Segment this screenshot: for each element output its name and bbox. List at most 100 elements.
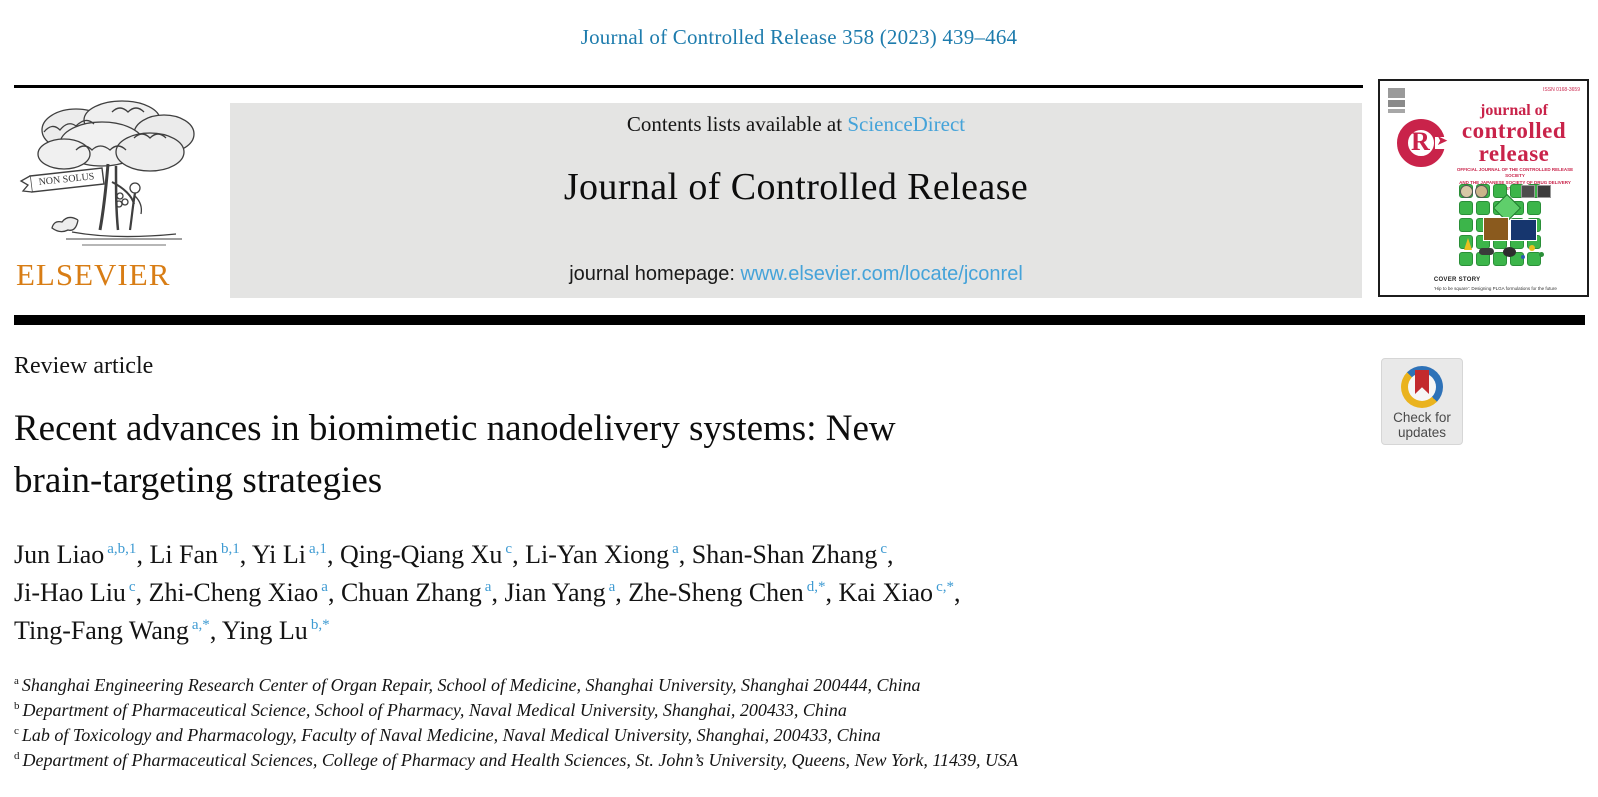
contents-prefix: Contents lists available at: [626, 112, 848, 136]
author-affiliation-sup: b,*: [310, 617, 330, 634]
cover-grid-cell: [1459, 252, 1473, 266]
contents-line: Contents lists available at ScienceDirec…: [230, 112, 1362, 137]
author-separator: ,: [825, 578, 839, 607]
cover-grid-cell: [1493, 252, 1507, 266]
affiliation: c Lab of Toxicology and Pharmacology, Fac…: [14, 723, 1314, 748]
check-for-updates-badge[interactable]: Check for updates: [1381, 358, 1463, 445]
bookmark-icon: [1415, 370, 1429, 394]
author-affiliation-sup: c: [128, 579, 136, 596]
author-affiliation-sup: a: [321, 579, 328, 596]
author-separator: ,: [887, 540, 894, 569]
journal-banner: Contents lists available at ScienceDirec…: [230, 103, 1362, 298]
homepage-line: journal homepage: www.elsevier.com/locat…: [230, 263, 1362, 286]
cover-capsule-icon: [1479, 248, 1494, 255]
author-affiliation-sup: c,*: [936, 579, 954, 596]
author-line: Ji-Hao Liu c, Zhi-Cheng Xiao a, Chuan Zhan…: [14, 574, 1344, 612]
cover-micrograph-icon: [1537, 185, 1551, 198]
author-separator: ,: [327, 578, 341, 607]
author-name: Zhe-Sheng Chen: [628, 578, 804, 607]
section-divider-bar: [14, 315, 1585, 325]
cover-figure: [1459, 184, 1555, 268]
author-name: Jian Yang: [504, 578, 606, 607]
journal-title: Journal of Controlled Release: [563, 166, 1029, 208]
author-affiliation-sup: d,*: [806, 579, 826, 596]
author-separator: ,: [491, 578, 505, 607]
author-affiliation-sup: a,b,1: [107, 541, 137, 558]
author-name: Chuan Zhang: [340, 578, 482, 607]
author-affiliation-sup: a: [672, 541, 679, 558]
author-name: Kai Xiao: [838, 578, 934, 607]
affiliation: d Department of Pharmaceutical Sciences, …: [14, 748, 1314, 773]
author-affiliation-sup: a: [608, 579, 616, 596]
author-separator: ,: [135, 578, 149, 607]
author-separator: ,: [512, 540, 526, 569]
affiliation-text: Department of Pharmaceutical Sciences, C…: [22, 750, 1018, 770]
author-separator: ,: [953, 578, 961, 607]
crossmark-icon: [1401, 366, 1443, 408]
author-affiliation-sup: c: [880, 541, 888, 558]
sciencedirect-link[interactable]: ScienceDirect: [847, 112, 966, 136]
cover-particle-icon: [1503, 247, 1516, 257]
cover-grid-cell: [1459, 218, 1473, 232]
affiliation-text: Department of Pharmaceutical Science, Sc…: [22, 700, 847, 720]
author-separator: ,: [239, 540, 252, 569]
cover-micrograph-icon: [1460, 185, 1473, 198]
cover-scatter-image: [1510, 219, 1537, 241]
affiliation: a Shanghai Engineering Research Center of…: [14, 673, 1314, 698]
author-affiliation-sup: a: [484, 579, 492, 596]
citation-header-link[interactable]: Journal of Controlled Release 358 (2023)…: [580, 25, 1018, 49]
cover-grid-cell: [1527, 201, 1541, 215]
author-affiliation-sup: a,*: [191, 617, 210, 634]
elsevier-wordmark: ELSEVIER: [16, 257, 171, 292]
elsevier-tree-icon: NON SOLUS: [19, 100, 195, 246]
article-type-label: Review article: [14, 353, 154, 379]
author-name: Li Fan: [149, 540, 219, 569]
author-affiliation-sup: b,1: [221, 541, 240, 558]
controlled-release-logo-icon: R ➤: [1397, 119, 1448, 167]
cover-dot-icon: [1539, 252, 1544, 257]
cover-grid-cell: [1493, 184, 1507, 198]
author-name: Qing-Qiang Xu: [339, 540, 503, 569]
author-name: Ting-Fang Wang: [14, 616, 189, 645]
author-line: Jun Liao a,b,1, Li Fan b,1, Yi Li a,1, Qing…: [14, 536, 1344, 574]
affiliation-sup: b: [14, 700, 20, 712]
author-separator: ,: [326, 540, 340, 569]
author-line: Ting-Fang Wang a,*, Ying Lu b,*: [14, 612, 1344, 650]
affiliation-sup: a: [14, 675, 19, 687]
affiliation-list: a Shanghai Engineering Research Center of…: [14, 673, 1314, 773]
affiliation-text: Lab of Toxicology and Pharmacology, Facu…: [21, 725, 881, 745]
cover-grid-cell: [1527, 252, 1541, 266]
author-list: Jun Liao a,b,1, Li Fan b,1, Yi Li a,1, Qing…: [14, 536, 1344, 650]
cover-tem-image: [1483, 217, 1509, 241]
check-for-updates-label: Check for updates: [1393, 410, 1451, 440]
cover-story-caption: ‘Hip to be square’: Designing PLGA formu…: [1433, 286, 1557, 291]
affiliation-text: Shanghai Engineering Research Center of …: [21, 675, 921, 695]
author-name: Ji-Hao Liu: [14, 578, 126, 607]
cover-elsevier-mini-logo: [1388, 88, 1405, 114]
cover-issn: ISSN 0168-3659: [1543, 87, 1580, 93]
journal-cover-thumbnail: ISSN 0168-3659 R ➤ journal of controlled…: [1378, 79, 1589, 297]
author-separator: ,: [209, 616, 222, 645]
author-name: Yi Li: [251, 540, 307, 569]
author-affiliation-sup: a,1: [309, 541, 327, 558]
author-separator: ,: [615, 578, 629, 607]
article-title: Recent advances in biomimetic nanodelive…: [14, 403, 1164, 507]
cover-dot-icon: [1521, 255, 1525, 259]
author-name: Zhi-Cheng Xiao: [148, 578, 319, 607]
cover-grid-cell: [1459, 201, 1473, 215]
affiliation-sup: c: [14, 725, 19, 737]
homepage-prefix: journal homepage:: [569, 263, 741, 285]
cover-micrograph-icon: [1475, 185, 1488, 198]
article-title-line1: Recent advances in biomimetic nanodelive…: [14, 408, 896, 449]
cover-grid-cell: [1476, 201, 1490, 215]
cover-dot-icon: [1529, 245, 1535, 251]
author-name: Jun Liao: [14, 540, 105, 569]
homepage-link[interactable]: www.elsevier.com/locate/jconrel: [740, 263, 1023, 285]
cover-journal-title: journal of controlled release: [1461, 102, 1567, 166]
cover-story-heading: COVER STORY: [1433, 277, 1481, 283]
cover-vial-icon: [1464, 238, 1472, 250]
author-name: Ying Lu: [221, 616, 308, 645]
cr-arrow-icon: ➤: [1436, 134, 1448, 149]
header-top-rule: [14, 85, 1363, 88]
